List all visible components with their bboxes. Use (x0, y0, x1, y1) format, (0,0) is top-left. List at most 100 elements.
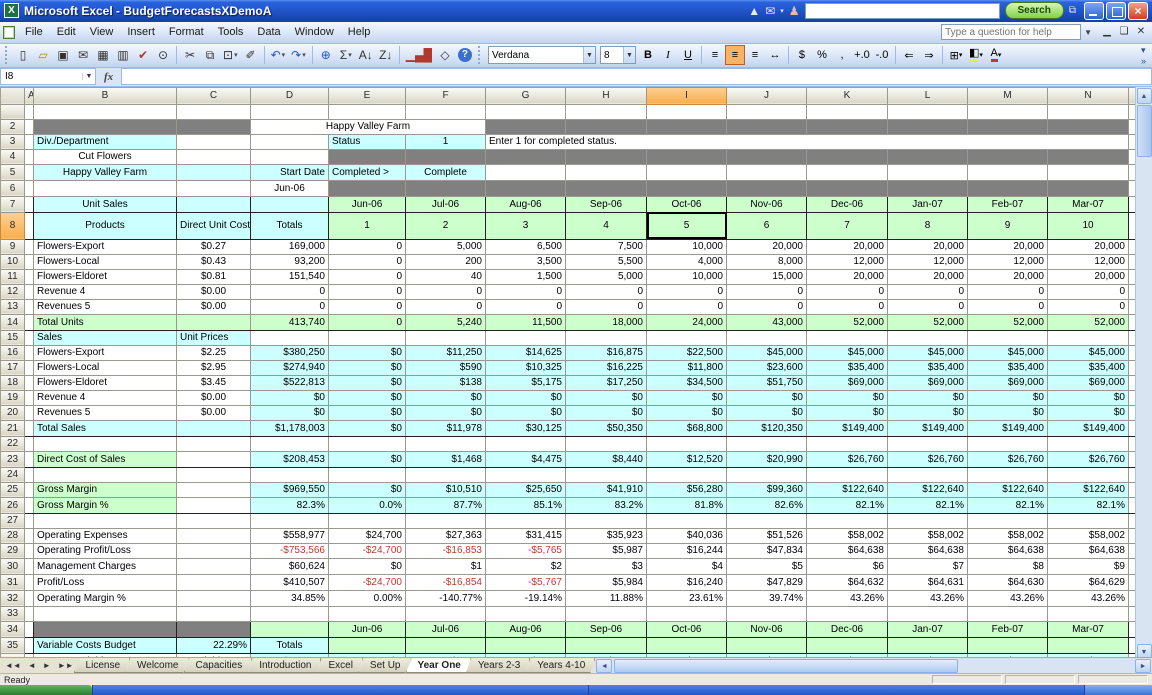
cell-C11[interactable]: $0.81 (176, 269, 251, 285)
cell-C29[interactable] (176, 543, 251, 559)
cell-I15[interactable] (646, 330, 727, 346)
cell-K18[interactable]: $69,000 (806, 375, 888, 391)
cell-C27[interactable] (176, 513, 251, 529)
cell-D23[interactable]: $208,453 (250, 450, 329, 468)
cell-I11[interactable]: 10,000 (646, 269, 727, 285)
cell-E20[interactable]: $0 (328, 405, 406, 421)
cell-L15[interactable] (887, 330, 968, 346)
row-header-32[interactable]: 32 (0, 589, 25, 607)
cell-K31[interactable]: $64,632 (806, 574, 888, 591)
print-preview-icon[interactable]: ▥ (117, 48, 129, 63)
col-header-J[interactable]: J (726, 86, 807, 105)
cell-H23[interactable]: $8,440 (565, 450, 647, 468)
cell-H31[interactable]: $5,984 (565, 574, 647, 591)
cell-I22[interactable] (646, 436, 727, 452)
percent-icon[interactable]: % (817, 49, 827, 62)
cell-B32[interactable]: Operating Margin % (33, 590, 177, 607)
cell-D6[interactable]: Jun-06 (250, 180, 329, 197)
autosum-icon[interactable]: Σ ▾ (339, 48, 352, 63)
cell-A2[interactable] (24, 119, 34, 135)
cell-A31[interactable] (24, 574, 34, 591)
cell-D34[interactable] (250, 621, 329, 638)
undo-icon[interactable]: ↶ ▾ (270, 48, 286, 63)
cell-G34[interactable]: Aug-06 (485, 621, 566, 638)
cell-B12[interactable]: Revenue 4 (33, 284, 177, 300)
currency-icon[interactable]: $ (798, 49, 806, 62)
cell-A19[interactable] (24, 390, 34, 406)
cell-H22[interactable] (565, 436, 647, 452)
cell-K17[interactable]: $35,400 (806, 360, 888, 376)
cell-K13[interactable]: 0 (806, 299, 888, 315)
cell-F20[interactable]: $0 (405, 405, 486, 421)
cell-I20[interactable]: $0 (646, 405, 727, 421)
cell-L9[interactable]: 20,000 (887, 239, 968, 255)
doc-minimize-button[interactable]: ▁ (1103, 26, 1111, 38)
cell-A26[interactable] (24, 496, 34, 514)
cell-D36[interactable]: $262,575 (250, 653, 329, 658)
cell-J29[interactable]: $47,834 (726, 543, 807, 559)
cell-B19[interactable]: Revenue 4 (33, 390, 177, 406)
cell-D17[interactable]: $274,940 (250, 360, 329, 376)
cell-M18[interactable]: $69,000 (967, 375, 1048, 391)
row-header-12[interactable]: 12 (0, 283, 25, 300)
spelling-icon[interactable]: ✔ (137, 48, 149, 63)
cell-F34[interactable]: Jul-06 (405, 621, 486, 638)
cell-J14[interactable]: 43,000 (726, 313, 807, 331)
cell-H32[interactable]: 11.88% (565, 590, 647, 607)
cell-M14[interactable]: 52,000 (967, 313, 1048, 331)
restore-button[interactable] (1106, 1, 1126, 20)
cell-H27[interactable] (565, 513, 647, 529)
cell-B21[interactable]: Total Sales (33, 419, 177, 437)
cell-N36[interactable]: $33,302 (1047, 653, 1129, 658)
cell-G20[interactable]: $0 (485, 405, 566, 421)
cell-K36[interactable]: $33,302 (806, 653, 888, 658)
cell-N29[interactable]: $64,638 (1047, 543, 1129, 559)
drawing-icon[interactable]: ◇ (440, 48, 450, 63)
cell-F31[interactable]: -$16,854 (405, 574, 486, 591)
cell-A3[interactable] (24, 134, 34, 150)
cell-E32[interactable]: 0.00% (328, 590, 406, 607)
cell-C34[interactable] (176, 621, 251, 638)
scroll-down-icon[interactable]: ▼ (1136, 643, 1152, 658)
cell-K7[interactable]: Dec-06 (806, 196, 888, 213)
cell-L28[interactable]: $58,002 (887, 528, 968, 544)
copy-icon[interactable]: ⧉ (205, 47, 215, 62)
cell-C13[interactable]: $0.00 (176, 299, 251, 315)
cell-F32[interactable]: -140.77% (405, 590, 486, 607)
cell-G11[interactable]: 1,500 (485, 269, 566, 285)
cell-E6[interactable] (328, 180, 406, 197)
sheet-tab-set-up[interactable]: Set Up (358, 658, 411, 673)
cell-G9[interactable]: 6,500 (485, 239, 566, 255)
cell-L35[interactable] (887, 637, 968, 654)
cell-K23[interactable]: $26,760 (806, 450, 888, 468)
cell-G17[interactable]: $10,325 (485, 360, 566, 376)
cell-N12[interactable]: 0 (1047, 284, 1129, 300)
cell-F36[interactable]: $2,663 (405, 653, 486, 658)
row-header-28[interactable]: 28 (0, 527, 25, 544)
cell-J26[interactable]: 82.6% (726, 496, 807, 514)
cell-H28[interactable]: $35,923 (565, 528, 647, 544)
cell-G6[interactable] (485, 180, 566, 197)
dec-indent-icon[interactable]: ⇐ (904, 49, 914, 62)
cell-D12[interactable]: 0 (250, 284, 329, 300)
cell-I4[interactable] (646, 149, 727, 165)
select-all-corner[interactable] (0, 86, 25, 105)
cell-G21[interactable]: $30,125 (485, 419, 566, 437)
cell-G2[interactable] (485, 119, 566, 135)
cell-K11[interactable]: 20,000 (806, 269, 888, 285)
cell-H19[interactable]: $0 (565, 390, 647, 406)
cell-I23[interactable]: $12,520 (646, 450, 727, 468)
cell-K34[interactable]: Dec-06 (806, 621, 888, 638)
cell-D7[interactable] (250, 196, 329, 213)
cell-H18[interactable]: $17,250 (565, 375, 647, 391)
cell-L22[interactable] (887, 436, 968, 452)
cell-E36[interactable]: $0 (328, 653, 406, 658)
cell-F29[interactable]: -$16,853 (405, 543, 486, 559)
doc-close-button[interactable]: ✕ (1136, 26, 1146, 38)
research-icon[interactable]: ⊙ (157, 48, 169, 63)
cell-H15[interactable] (565, 330, 647, 346)
cell-K9[interactable]: 20,000 (806, 239, 888, 255)
col-header-M[interactable]: M (967, 86, 1048, 105)
cell-M1[interactable] (967, 104, 1048, 120)
cell-C32[interactable] (176, 590, 251, 607)
